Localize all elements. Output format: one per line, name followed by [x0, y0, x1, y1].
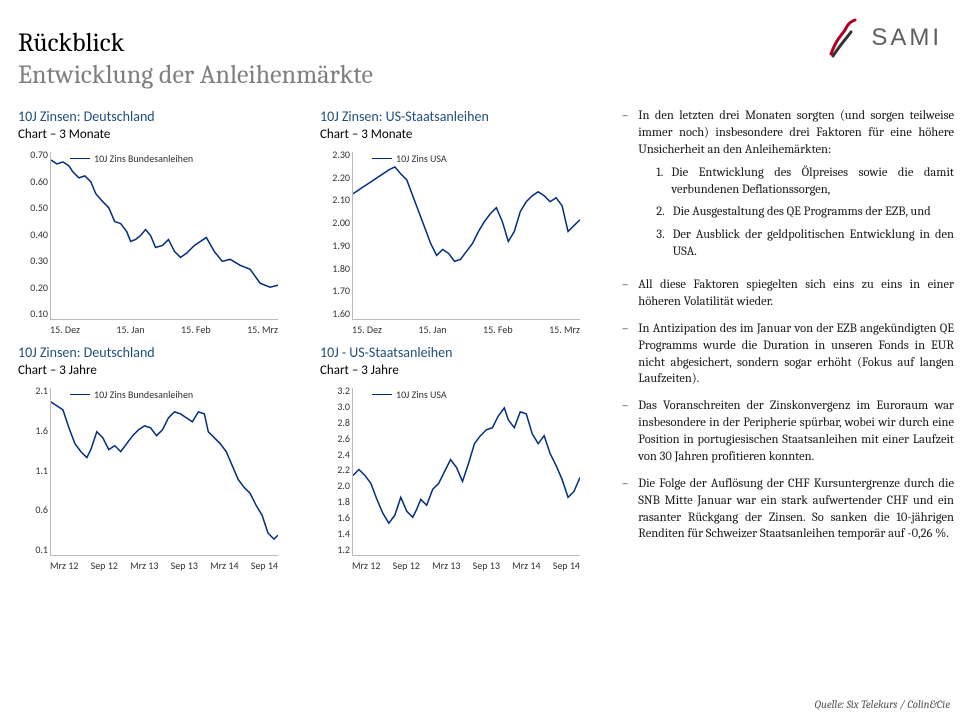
bullet-item: – In Antizipation des im Januar von der … — [622, 321, 954, 389]
numbered-item: 2. Die Ausgestaltung des QE Programms der… — [656, 204, 954, 221]
page-title: Rückblick — [18, 28, 942, 58]
chart-subtitle: Chart – 3 Jahre — [320, 363, 610, 378]
chart-title: 10J Zinsen: Deutschland — [18, 108, 308, 125]
page-subtitle: Entwicklung der Anleihenmärkte — [18, 60, 942, 90]
logo-icon — [823, 18, 863, 58]
num: 3. — [656, 227, 664, 261]
numbered-item: 1.Die Entwicklung des Ölpreises sowie di… — [656, 165, 954, 199]
chart-title: 10J Zinsen: Deutschland — [18, 344, 308, 361]
series-line — [353, 167, 580, 261]
num: 2. — [656, 204, 664, 221]
charts-column-germany: 10J Zinsen: Deutschland Chart – 3 Monate… — [18, 108, 308, 574]
chart-us-3m: 10J Zinsen: US-Staatsanleihen Chart – 3 … — [320, 108, 610, 338]
x-axis: 15. Dez15. Jan15. Feb15. Mrz — [352, 323, 580, 338]
paragraph: In Antizipation des im Januar von der EZ… — [638, 321, 954, 389]
chart-subtitle: Chart – 3 Monate — [18, 127, 308, 142]
x-axis: 15. Dez15. Jan15. Feb15. Mrz — [50, 323, 278, 338]
charts-column-us: 10J Zinsen: US-Staatsanleihen Chart – 3 … — [320, 108, 610, 574]
logo-text: SAMI — [871, 24, 942, 52]
num-text: Der Ausblick der geldpolitischen Entwick… — [673, 227, 954, 261]
bullet-item: – Das Voranschreiten der Zinskonvergenz … — [622, 398, 954, 466]
y-axis: 3.23.02.82.62.42.22.01.81.61.41.2 — [320, 384, 350, 556]
numbered-item: 3. Der Ausblick der geldpolitischen Entwi… — [656, 227, 954, 261]
paragraph: Die Folge der Auflösung der CHF Kursunte… — [638, 476, 954, 544]
plot-area — [352, 388, 580, 556]
page-header: Rückblick Entwicklung der Anleihenmärkte — [0, 0, 960, 98]
chart-subtitle: Chart – 3 Jahre — [18, 363, 308, 378]
num: 1. — [656, 165, 663, 199]
paragraph: Das Voranschreiten der Zinskonvergenz im… — [638, 398, 954, 466]
dash-icon: – — [622, 321, 628, 389]
dash-icon: – — [622, 277, 628, 311]
series-line — [353, 408, 580, 523]
dash-icon: – — [622, 476, 628, 544]
num-text: Die Ausgestaltung des QE Programms der E… — [673, 204, 931, 221]
chart-de-3y: 10J Zinsen: Deutschland Chart – 3 Jahre … — [18, 344, 308, 574]
chart-de-3m: 10J Zinsen: Deutschland Chart – 3 Monate… — [18, 108, 308, 338]
series-line — [51, 402, 278, 539]
series-line — [51, 160, 278, 287]
chart-title: 10J - US-Staatsanleihen — [320, 344, 610, 361]
intro-text: In den letzten drei Monaten sorgten (und… — [638, 109, 954, 157]
y-axis: 2.11.61.10.60.1 — [18, 384, 48, 556]
plot-area — [50, 152, 278, 320]
brand-logo: SAMI — [823, 18, 942, 58]
x-axis: Mrz 12Sep 12Mrz 13Sep 13Mrz 14Sep 14 — [50, 559, 278, 574]
chart-us-3y: 10J - US-Staatsanleihen Chart – 3 Jahre … — [320, 344, 610, 574]
bullet-item: – In den letzten drei Monaten sorgten (u… — [622, 108, 954, 267]
paragraph: All diese Faktoren spiegelten sich eins … — [638, 277, 954, 311]
plot-area — [352, 152, 580, 320]
bullet-item: – All diese Faktoren spiegelten sich ein… — [622, 277, 954, 311]
chart-subtitle: Chart – 3 Monate — [320, 127, 610, 142]
dash-icon: – — [622, 398, 628, 466]
dash-icon: – — [622, 108, 628, 267]
chart-title: 10J Zinsen: US-Staatsanleihen — [320, 108, 610, 125]
num-text: Die Entwicklung des Ölpreises sowie die … — [671, 165, 954, 199]
source-caption: Quelle: Six Telekurs / Colin&Cie — [814, 698, 950, 711]
y-axis: 0.700.600.500.400.300.200.10 — [18, 148, 48, 320]
plot-area — [50, 388, 278, 556]
text-column: – In den letzten drei Monaten sorgten (u… — [622, 108, 960, 574]
bullet-item: – Die Folge der Auflösung der CHF Kursun… — [622, 476, 954, 544]
x-axis: Mrz 12Sep 12Mrz 13Sep 13Mrz 14Sep 14 — [352, 559, 580, 574]
y-axis: 2.302.202.102.001.901.801.701.60 — [320, 148, 350, 320]
